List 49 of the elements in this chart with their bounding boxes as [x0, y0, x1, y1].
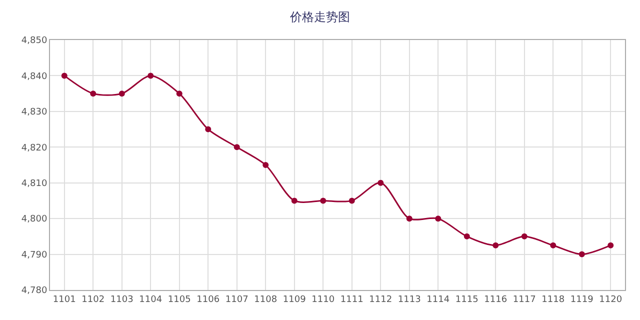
x-tick-label: 1119: [570, 294, 594, 305]
point: [378, 180, 384, 186]
point: [176, 90, 182, 97]
x-tick-label: 1117: [512, 294, 536, 305]
chart-title: 价格走势图: [289, 10, 350, 24]
x-tick-label: 1111: [340, 294, 364, 305]
point: [262, 162, 269, 168]
y-tick-label: 4,840: [21, 72, 48, 82]
point: [608, 242, 614, 248]
y-tick-label: 4,820: [21, 143, 48, 154]
x-tick-label: 1114: [426, 294, 450, 305]
x-tick-label: 1101: [52, 294, 76, 305]
point: [521, 233, 528, 240]
point: [406, 216, 412, 222]
y-tick-label: 4,830: [21, 108, 48, 118]
x-tick-label: 1108: [254, 294, 278, 305]
x-tick-label: 1109: [282, 294, 306, 305]
point: [291, 198, 298, 204]
x-tick-label: 1104: [139, 294, 162, 305]
point: [492, 242, 499, 248]
point: [61, 72, 68, 79]
point: [148, 72, 154, 79]
x-tick-label: 1106: [196, 294, 220, 305]
x-tick-label: 1113: [398, 294, 421, 305]
y-tick-label: 4,810: [21, 179, 48, 190]
y-tick-label: 4,800: [21, 214, 48, 225]
x-tick-label: 1115: [455, 294, 478, 305]
point: [578, 251, 585, 258]
y-tick-label: 4,790: [21, 250, 48, 260]
y-tick-label: 4,780: [21, 286, 48, 296]
x-tick-label: 1107: [225, 294, 248, 305]
x-tick-label: 1116: [484, 294, 508, 305]
y-tick-label: 4,850: [21, 36, 48, 46]
point: [550, 242, 556, 248]
point: [320, 198, 326, 204]
x-tick-label: 1102: [82, 294, 105, 305]
point: [234, 144, 240, 150]
x-tick-label: 1103: [110, 294, 134, 305]
point: [435, 216, 442, 222]
point: [205, 126, 212, 132]
x-tick-label: 1105: [168, 294, 191, 305]
point: [348, 198, 355, 204]
x-tick-label: 1110: [312, 294, 335, 305]
point: [464, 233, 470, 240]
x-tick-label: 1118: [542, 294, 565, 305]
point: [118, 90, 125, 97]
x-tick-label: 1120: [599, 294, 622, 305]
x-tick-label: 1112: [369, 294, 392, 305]
point: [90, 90, 96, 97]
